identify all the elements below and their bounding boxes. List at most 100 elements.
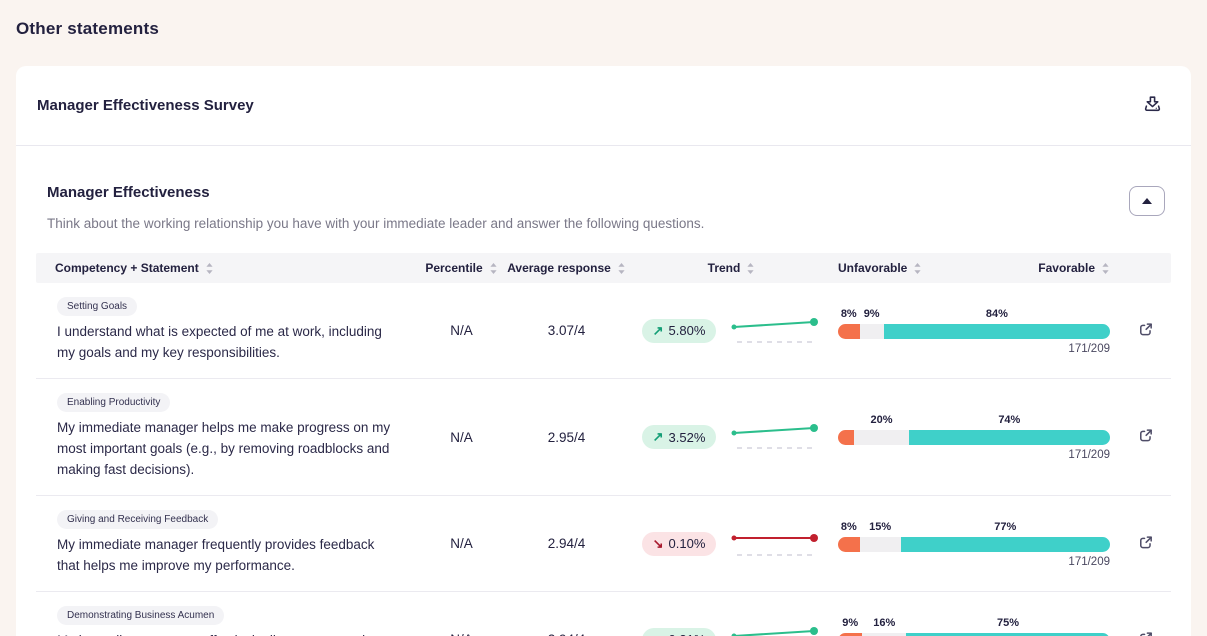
trend-sparkline [729,527,821,561]
percentile-value: N/A [450,429,473,445]
competency-badge: Giving and Receiving Feedback [57,510,219,529]
trend-sparkline [729,314,821,348]
table-row: Demonstrating Business Acumen My immedia… [36,592,1171,636]
trend-sparkline [729,420,821,454]
page-title: Other statements [16,19,160,38]
section-title: Manager Effectiveness [47,184,210,201]
sort-arrows-icon [747,262,754,274]
percentile-value: N/A [450,323,473,338]
column-label: Trend [707,261,741,275]
external-link-icon [1137,321,1154,341]
unfavorable-segment: 8% [838,521,860,552]
trend-badge: ↗ 5.80% [641,318,717,343]
favorability-bar: 8% 9% 84% [838,308,1110,339]
download-button[interactable] [1142,94,1163,118]
statement-text: My immediate manager effectively directs… [57,630,394,636]
table-row: Setting Goals I understand what is expec… [36,283,1171,379]
table-row: Enabling Productivity My immediate manag… [36,379,1171,496]
average-response-value: 3.07/4 [547,323,586,338]
unfavorable-percent: 9% [842,616,859,629]
unfavorable-percent: 8% [840,520,857,533]
column-header-percentile[interactable]: Percentile [424,261,499,275]
table-row: Giving and Receiving Feedback My immedia… [36,496,1171,592]
favorable-percent: 84% [985,307,1008,320]
column-label: Competency + Statement [55,261,199,275]
average-response-value: 2.94/4 [547,536,586,551]
statement-text: My immediate manager frequently provides… [57,537,375,573]
neutral-percent: 9% [863,307,880,320]
table-header: Competency + Statement Percentile Averag… [36,253,1171,283]
neutral-percent: 15% [869,520,892,533]
section-head: Manager Effectiveness Think about the wo… [36,146,1171,253]
favorability-bar: 9% 16% 75% [838,617,1110,636]
neutral-percent: 16% [873,616,896,629]
favorable-segment: 75% [905,617,1110,636]
statement-text: My immediate manager helps me make progr… [57,420,391,477]
favorable-percent: 75% [996,616,1019,629]
response-count: 171/209 [1068,449,1110,461]
sort-arrows-icon [206,262,213,274]
external-link-icon [1137,534,1154,554]
favorable-segment: 74% [908,414,1110,445]
average-response-value: 2.95/4 [547,429,586,445]
column-label: Average response [507,261,611,275]
sort-arrows-icon [1102,262,1109,274]
column-header-competency-statement[interactable]: Competency + Statement [36,261,424,275]
section-manager-effectiveness: Manager Effectiveness Think about the wo… [16,146,1191,636]
external-link-button[interactable] [1137,534,1154,554]
arrow-up-right-icon: ↗ [652,429,664,444]
trend-badge: ↘ 0.10% [641,531,717,556]
sort-arrows-icon [914,262,921,274]
statements-table: Competency + Statement Percentile Averag… [36,253,1171,636]
neutral-segment: 9% [859,308,884,339]
column-header-average-response[interactable]: Average response [499,261,634,275]
competency-badge: Setting Goals [57,297,138,316]
average-response-value: 2.94/4 [499,632,634,636]
neutral-segment: 15% [859,521,901,552]
favorable-percent: 77% [994,520,1017,533]
card-header: Manager Effectiveness Survey [16,66,1191,146]
column-header-favorable[interactable]: Favorable [1038,261,1110,275]
column-header-unfavorable[interactable]: Unfavorable [838,261,922,275]
trend-value: 5.80% [668,323,706,338]
trend-sparkline [729,623,821,636]
download-icon [1142,94,1163,118]
competency-badge: Demonstrating Business Acumen [57,606,225,625]
neutral-segment: 16% [862,617,906,636]
trend-value: 3.52% [668,429,706,445]
external-link-button[interactable] [1137,321,1154,341]
column-header-trend[interactable]: Trend [634,261,829,275]
competency-badge: Enabling Productivity [57,393,171,412]
favorable-segment: 77% [900,521,1110,552]
favorable-segment: 84% [883,308,1110,339]
trend-badge: ↗ 0.31% [641,627,717,636]
chevron-up-icon [1142,198,1152,204]
percentile-value: N/A [450,536,473,551]
sort-arrows-icon [618,262,625,274]
unfavorable-percent: 8% [840,307,857,320]
percentile-value: N/A [424,632,499,636]
column-label: Favorable [1038,261,1095,275]
section-description: Think about the working relationship you… [47,216,705,231]
external-link-icon [1137,427,1154,447]
column-label: Unfavorable [838,261,908,275]
neutral-segment: 20% [854,414,909,445]
external-link-button[interactable] [1137,630,1154,636]
response-count: 171/209 [1068,555,1110,568]
collapse-button[interactable] [1129,186,1165,216]
trend-badge: ↗ 3.52% [641,425,717,449]
survey-card: Manager Effectiveness Survey Manager Eff… [16,66,1191,636]
arrow-up-right-icon: ↗ [653,632,664,636]
card-title: Manager Effectiveness Survey [37,97,254,114]
sort-arrows-icon [490,262,497,274]
external-link-button[interactable] [1137,427,1154,447]
neutral-percent: 20% [870,414,893,426]
column-label: Percentile [425,261,483,275]
unfavorable-segment [838,430,855,445]
favorability-bar: 20% 74% [838,414,1110,445]
statement-text: I understand what is expected of me at w… [57,324,382,360]
response-count: 171/209 [1068,342,1110,355]
unfavorable-segment: 9% [838,617,863,636]
trend-value: 0.10% [668,536,706,551]
